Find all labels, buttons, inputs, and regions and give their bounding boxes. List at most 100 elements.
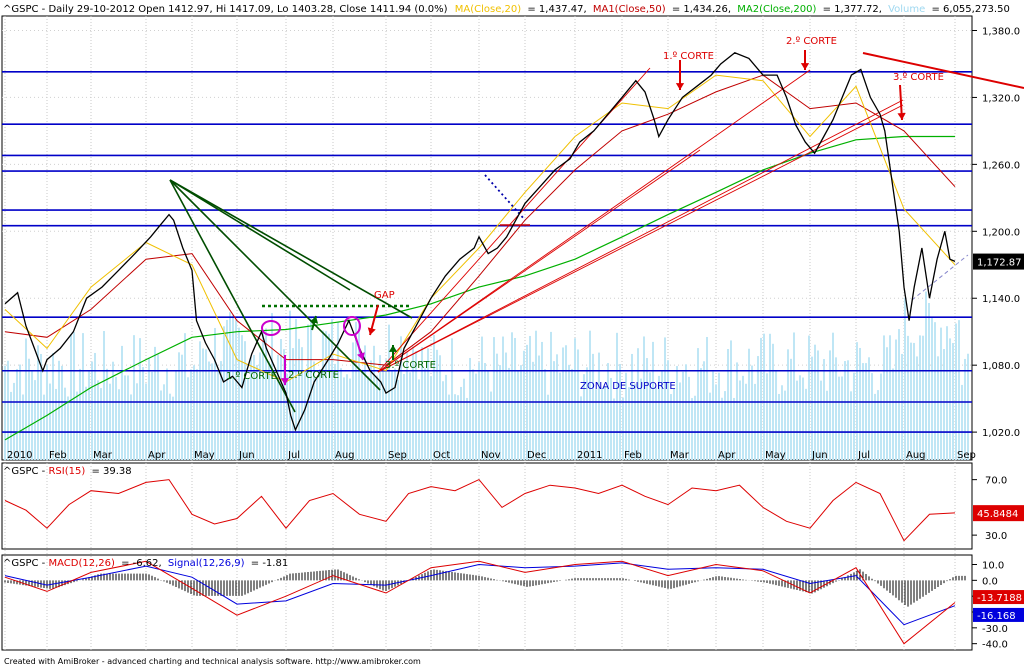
volume-bar: [7, 360, 9, 460]
volume-bar: [664, 337, 666, 460]
price-tick-label: 1,260.0: [982, 160, 1020, 171]
volume-bar: [94, 352, 96, 460]
x-tick-label: Jul: [857, 450, 870, 461]
price-tick-label: 1,080.0: [982, 361, 1020, 372]
volume-bar: [754, 383, 756, 460]
volume-bar: [232, 315, 234, 460]
volume-bar: [577, 349, 579, 460]
volume-bar: [829, 350, 831, 460]
volume-bar: [826, 390, 828, 460]
volume-bar: [871, 373, 873, 460]
volume-bar: [709, 392, 711, 460]
volume-bar: [199, 341, 201, 460]
volume-bar: [79, 368, 81, 460]
volume-bar: [706, 336, 708, 460]
volume-bar: [766, 373, 768, 460]
volume-bar: [763, 333, 765, 460]
volume-bar: [310, 317, 312, 460]
volume-bar: [70, 334, 72, 460]
volume-bar: [769, 333, 771, 460]
corte3-right-label: 3.º CORTE: [893, 72, 944, 83]
volume-bar: [412, 346, 414, 460]
volume-bar: [616, 332, 618, 460]
volume-bar: [637, 348, 639, 460]
x-tick-label: Aug: [906, 450, 926, 461]
volume-bar: [472, 369, 474, 460]
volume-bar: [142, 367, 144, 460]
volume-bar: [448, 394, 450, 460]
volume-bar: [406, 351, 408, 460]
volume-bar: [4, 365, 6, 460]
volume-bar: [808, 335, 810, 460]
volume-bar: [778, 393, 780, 460]
volume-bar: [49, 383, 51, 460]
price-tick-label: 1,320.0: [982, 93, 1020, 104]
volume-bar: [58, 360, 60, 460]
price-tick-label: 1,200.0: [982, 227, 1020, 238]
volume-bar: [295, 318, 297, 460]
volume-bar: [394, 368, 396, 460]
volume-bar: [643, 336, 645, 460]
volume-bar: [619, 363, 621, 460]
volume-bar: [124, 375, 126, 460]
volume-bar: [508, 367, 510, 460]
price-tick-label: 1,380.0: [982, 27, 1020, 38]
x-tick-label: Oct: [433, 450, 450, 461]
volume-bar: [865, 363, 867, 460]
volume-bar: [760, 337, 762, 460]
volume-bar: [433, 334, 435, 460]
x-tick-label: May: [765, 450, 786, 461]
volume-bar: [172, 396, 174, 460]
volume-bar: [262, 331, 264, 460]
price-tick-label: 1,020.0: [982, 428, 1020, 439]
volume-bar: [688, 376, 690, 460]
volume-bar: [460, 386, 462, 460]
volume-bar: [820, 380, 822, 460]
volume-bar: [61, 365, 63, 460]
volume-bar: [439, 355, 441, 460]
corte1-left-label: 1.º CORTE: [226, 371, 277, 382]
volume-bar: [559, 372, 561, 460]
rsi-line: [4, 478, 956, 542]
volume-bar: [892, 368, 894, 460]
volume-bar: [556, 354, 558, 460]
x-tick-label: May: [194, 450, 215, 461]
macd-last-label: -13.7188: [977, 593, 1022, 604]
x-tick-label: Jun: [811, 450, 828, 461]
red-resistance-line: [862, 52, 1024, 89]
volume-bar: [370, 360, 372, 460]
volume-bar: [745, 383, 747, 460]
volume-bar: [553, 361, 555, 460]
volume-bar: [496, 353, 498, 460]
x-tick-label: Mar: [670, 450, 690, 461]
volume-bar: [415, 350, 417, 460]
volume-bar: [127, 375, 129, 460]
signal-last-tag: [973, 607, 1024, 622]
dashed-support-line: [911, 254, 969, 301]
volume-bar: [622, 397, 624, 460]
magenta-arrow-head: [356, 352, 365, 360]
volume-bar: [361, 369, 363, 460]
rsi-last-label: 45.8484: [977, 509, 1018, 520]
volume-bar: [877, 390, 879, 460]
volume-bar: [832, 332, 834, 460]
volume-bar: [274, 379, 276, 460]
x-tick-label: Apr: [148, 450, 166, 461]
volume-bar: [925, 291, 927, 460]
volume-bar: [784, 390, 786, 460]
price-line: [4, 52, 956, 432]
volume-bar: [595, 389, 597, 460]
volume-bar: [574, 338, 576, 460]
volume-bar: [739, 380, 741, 460]
volume-bar: [538, 355, 540, 460]
volume-bar: [835, 357, 837, 460]
volume-bar: [697, 348, 699, 460]
volume-bar: [751, 365, 753, 460]
volume-bar: [589, 330, 591, 460]
volume-bar: [409, 372, 411, 460]
volume-bar: [373, 345, 375, 460]
volume-bar: [289, 310, 291, 460]
volume-bar: [418, 379, 420, 460]
volume-bar: [145, 383, 147, 460]
volume-bar: [292, 348, 294, 460]
